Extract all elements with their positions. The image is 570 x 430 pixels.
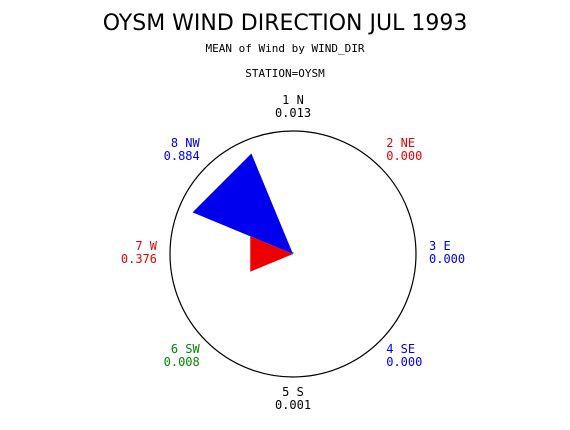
direction-name-5-s: 5 S (282, 385, 304, 399)
direction-name-1-n: 1 N (282, 93, 304, 107)
direction-value-6-sw: 0.008 (164, 355, 200, 369)
direction-name-4-se: 4 SE (386, 342, 415, 356)
direction-name-6-sw: 6 SW (171, 342, 201, 356)
rose-circle (169, 130, 417, 378)
petal-6-sw (292, 254, 293, 255)
direction-value-4-se: 0.000 (386, 355, 422, 369)
station-label: STATION=OYSM (245, 67, 325, 80)
petal-8-nw (192, 153, 293, 254)
direction-value-1-n: 0.013 (275, 106, 311, 120)
chart-title: OYSM WIND DIRECTION JUL 1993 (103, 11, 468, 36)
direction-value-5-s: 0.001 (275, 398, 311, 412)
petal-7-w (250, 236, 293, 272)
direction-value-3-e: 0.000 (429, 252, 465, 266)
direction-value-2-ne: 0.000 (386, 149, 422, 163)
direction-name-3-e: 3 E (429, 239, 451, 253)
direction-name-7-w: 7 W (135, 239, 157, 253)
petal-1-n (292, 252, 294, 254)
direction-name-2-ne: 2 NE (386, 136, 415, 150)
direction-value-8-nw: 0.884 (164, 149, 200, 163)
petal-group (192, 153, 294, 272)
direction-value-7-w: 0.376 (121, 252, 157, 266)
direction-name-8-nw: 8 NW (171, 136, 201, 150)
chart-subtitle: MEAN of Wind by WIND_DIR (206, 42, 365, 55)
